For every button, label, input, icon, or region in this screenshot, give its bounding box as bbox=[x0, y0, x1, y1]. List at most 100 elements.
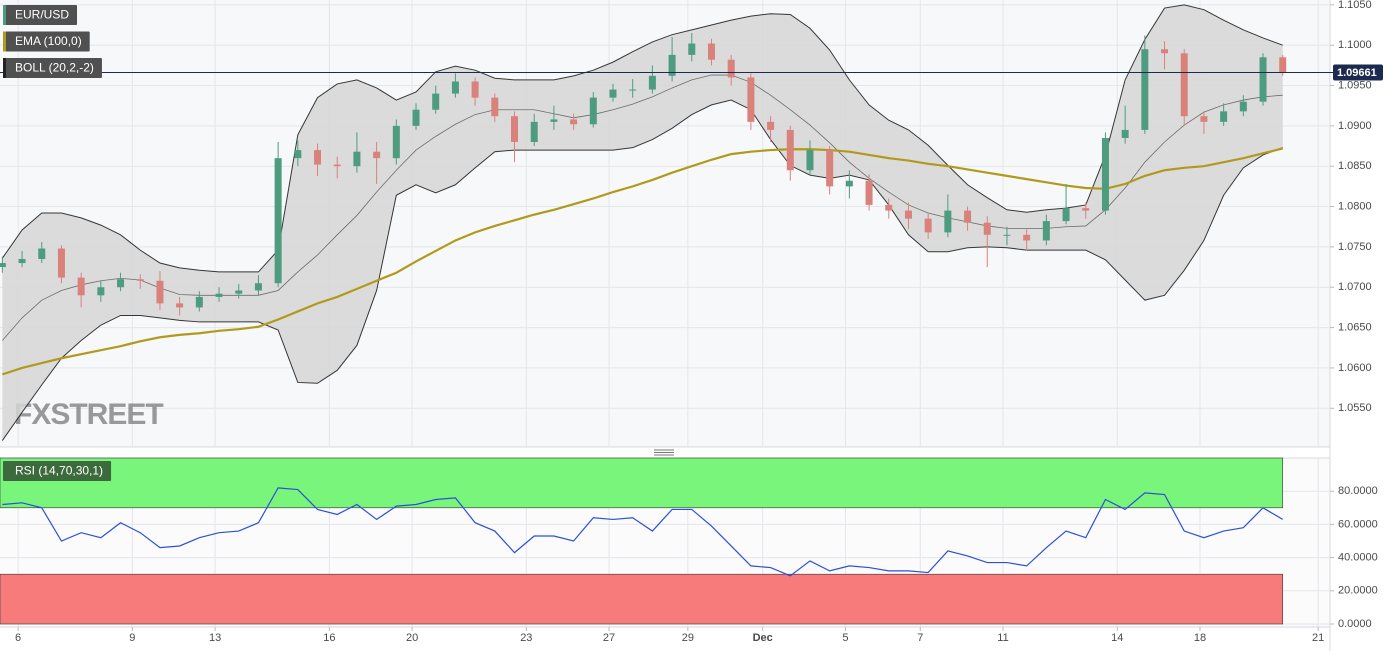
candle-body bbox=[944, 210, 952, 233]
y-tick-label: 1.0850 bbox=[1338, 160, 1372, 172]
x-tick-label: 14 bbox=[1111, 632, 1123, 644]
y-tick-label: 1.0900 bbox=[1338, 120, 1372, 132]
candle-body bbox=[786, 129, 794, 171]
legend-label: RSI (14,70,30,1) bbox=[15, 464, 103, 478]
last-price-box bbox=[1333, 64, 1383, 81]
y-tick-label: 1.1000 bbox=[1338, 39, 1372, 51]
y-tick-label: 20.0000 bbox=[1338, 585, 1378, 597]
candle-body bbox=[432, 93, 440, 110]
candle-body bbox=[1200, 116, 1208, 122]
candle-body bbox=[1141, 49, 1149, 130]
candle-body bbox=[629, 89, 637, 91]
y-tick-label: 1.0700 bbox=[1338, 281, 1372, 293]
legend-box bbox=[3, 5, 78, 25]
candle-body bbox=[117, 279, 125, 288]
y-tick-label: 80.0000 bbox=[1338, 485, 1378, 497]
candle-body bbox=[1042, 221, 1050, 241]
candle-body bbox=[451, 81, 459, 94]
rsi-line bbox=[2, 487, 1284, 577]
candle-body bbox=[373, 151, 381, 159]
candle-body bbox=[1239, 101, 1247, 112]
y-tick-label: 1.0950 bbox=[1338, 79, 1372, 91]
y-tick-label: 1.0550 bbox=[1338, 402, 1372, 414]
rsi-band bbox=[0, 573, 1284, 625]
candle-body bbox=[511, 116, 519, 143]
candle-body bbox=[1121, 129, 1129, 138]
x-tick-label: 11 bbox=[997, 632, 1008, 644]
legend-label: EUR/USD bbox=[15, 8, 69, 22]
candle-body bbox=[530, 121, 538, 143]
candle-body bbox=[294, 150, 302, 159]
legend-label: EMA (100,0) bbox=[15, 34, 82, 48]
legend-swatch bbox=[3, 5, 6, 25]
candle-body bbox=[412, 109, 420, 126]
candle-body bbox=[1279, 57, 1287, 73]
candle-body bbox=[1062, 208, 1070, 222]
candle-body bbox=[57, 248, 65, 278]
candle-body bbox=[924, 218, 932, 233]
x-tick-label: 5 bbox=[842, 632, 848, 644]
candle-body bbox=[18, 259, 26, 264]
legend-box bbox=[3, 461, 112, 481]
x-tick-label: 20 bbox=[406, 632, 418, 644]
candle-body bbox=[707, 43, 715, 60]
legend-item: RSI (14,70,30,1) bbox=[3, 461, 112, 481]
x-tick-label: 29 bbox=[682, 632, 694, 644]
candle-body bbox=[983, 222, 991, 235]
y-tick-label: 0.0000 bbox=[1338, 618, 1372, 630]
resize-handle[interactable] bbox=[654, 449, 674, 456]
legend-swatch bbox=[3, 31, 6, 52]
y-tick-label: 1.1050 bbox=[1338, 0, 1372, 11]
candle-body bbox=[747, 77, 755, 122]
x-tick-label: 9 bbox=[129, 632, 135, 644]
candle-body bbox=[648, 75, 656, 90]
candle-body bbox=[1259, 57, 1267, 102]
legend-item: EUR/USD bbox=[3, 5, 78, 25]
candle-body bbox=[274, 158, 282, 284]
x-tick-label: 27 bbox=[603, 632, 615, 644]
bollinger-fill bbox=[2, 4, 1283, 441]
y-tick-label: 40.0000 bbox=[1338, 552, 1378, 564]
candle-body bbox=[826, 150, 834, 187]
x-tick-label: 16 bbox=[323, 632, 335, 644]
y-tick-label: 1.0600 bbox=[1338, 362, 1372, 374]
bollinger-upper bbox=[1, 4, 1283, 273]
candle-body bbox=[964, 210, 972, 223]
candle-body bbox=[1220, 111, 1228, 122]
legend-item: EMA (100,0) bbox=[3, 31, 90, 52]
candle-body bbox=[1082, 208, 1090, 211]
legend-box bbox=[3, 58, 102, 78]
x-tick-label: 23 bbox=[520, 632, 532, 644]
legend-item: BOLL (20,2,-2) bbox=[3, 58, 102, 78]
candle-body bbox=[156, 280, 164, 304]
candle-body bbox=[865, 180, 873, 205]
y-tick-label: 60.0000 bbox=[1338, 518, 1378, 530]
candle-body bbox=[609, 89, 617, 98]
candle-body bbox=[845, 180, 853, 187]
candle-body bbox=[570, 119, 578, 125]
candle-body bbox=[668, 54, 676, 76]
x-tick-label: 18 bbox=[1194, 632, 1206, 644]
candle-body bbox=[1101, 137, 1109, 211]
candle-body bbox=[904, 210, 912, 219]
last-price-label: 1.09661 bbox=[1337, 67, 1377, 79]
candle-body bbox=[77, 277, 85, 296]
candle-body bbox=[471, 81, 479, 98]
candle-body bbox=[550, 119, 558, 122]
candle-body bbox=[1180, 53, 1188, 117]
y-tick-label: 1.0650 bbox=[1338, 321, 1372, 333]
candle-body bbox=[727, 59, 735, 78]
candle-body bbox=[0, 263, 6, 268]
candle-body bbox=[254, 283, 262, 291]
candles bbox=[0, 33, 1287, 316]
legend-swatch bbox=[3, 58, 6, 78]
candle-body bbox=[1003, 234, 1011, 236]
candle-body bbox=[314, 150, 322, 165]
candle-body bbox=[215, 293, 223, 297]
x-tick-label: 6 bbox=[15, 632, 21, 644]
candle-body bbox=[767, 121, 775, 130]
candle-body bbox=[885, 204, 893, 211]
candle-body bbox=[195, 296, 203, 308]
candle-body bbox=[97, 287, 105, 296]
